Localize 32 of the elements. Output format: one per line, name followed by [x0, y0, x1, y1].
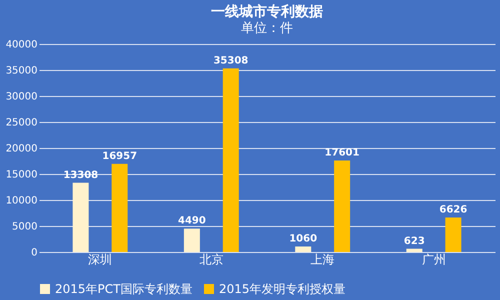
data-label: 4490	[178, 216, 206, 227]
data-label: 1060	[289, 233, 318, 244]
data-label: 16957	[102, 150, 138, 162]
chart-subtitle: 单位：件	[241, 21, 293, 36]
bar	[406, 248, 422, 252]
y-tick-label: 40000	[6, 40, 38, 50]
y-tick-label: 20000	[6, 144, 38, 154]
y-tick-label: 0	[31, 248, 38, 258]
legend-label: 2015年发明专利授权量	[219, 282, 346, 296]
data-label: 17601	[324, 147, 360, 158]
y-tick-label: 35000	[6, 66, 38, 76]
bar	[445, 218, 462, 252]
x-tick-label: 北京	[199, 252, 224, 266]
legend-label: 2015年PCT国际专利数量	[55, 282, 192, 296]
bar	[72, 182, 89, 252]
x-tick-label: 深圳	[88, 252, 112, 266]
bar	[334, 160, 350, 252]
y-tick-label: 15000	[6, 170, 38, 180]
y-tick-label: 10000	[6, 196, 38, 206]
data-label: 6626	[439, 204, 468, 216]
bar	[184, 228, 200, 252]
y-tick-label: 5000	[12, 222, 38, 232]
chart-title: 一线城市专利数据	[211, 3, 323, 20]
x-tick-label: 广州	[422, 252, 446, 266]
bar	[295, 246, 312, 252]
y-tick-label: 25000	[6, 118, 38, 128]
bar	[112, 164, 128, 252]
x-tick-label: 上海	[310, 252, 335, 266]
data-label: 35308	[213, 55, 248, 66]
data-label: 623	[404, 236, 425, 247]
y-tick-label: 30000	[6, 92, 38, 102]
bar	[222, 68, 239, 252]
